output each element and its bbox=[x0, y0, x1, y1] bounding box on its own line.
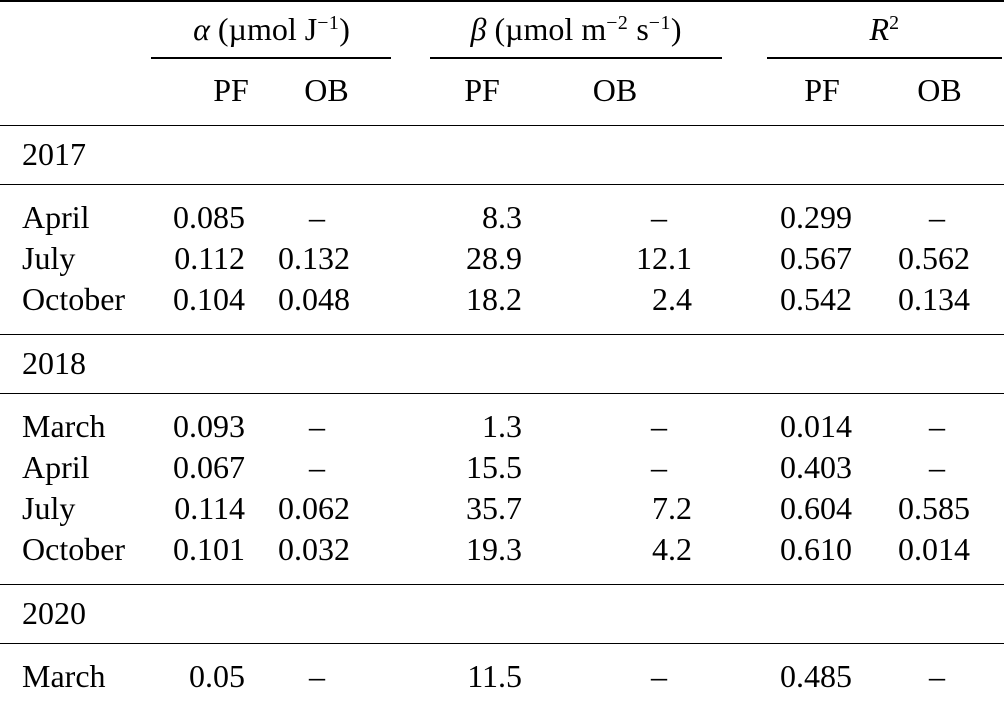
r2-ob-cell: 0.014 bbox=[898, 530, 971, 567]
beta-pf-cell: 15.5 bbox=[466, 448, 523, 485]
r2-pf-cell: 0.610 bbox=[780, 530, 853, 567]
sub-header-row: PF OB PF OB PF OB bbox=[0, 57, 1004, 126]
empty-corner-cell bbox=[0, 57, 140, 126]
r2-pf-cell: 0.485 bbox=[780, 657, 853, 694]
r2-pf-cell: 0.567 bbox=[780, 239, 853, 276]
beta-ob-cell: 12.1 bbox=[636, 239, 693, 276]
empty-corner-cell bbox=[0, 1, 140, 57]
alpha-ob-cell: 0.048 bbox=[278, 280, 351, 317]
table-row: April 0.067 – 15.5 – 0.403 – bbox=[0, 447, 1004, 488]
alpha-pf-cell: 0.085 bbox=[173, 198, 245, 235]
month-cell: April bbox=[22, 198, 90, 235]
alpha-pf-cell: 0.05 bbox=[189, 657, 245, 694]
month-cell: October bbox=[22, 280, 126, 317]
r2-pf-cell: 0.542 bbox=[780, 280, 853, 317]
r2-ob-cell: – bbox=[929, 448, 946, 485]
r2-pf-cell: 0.014 bbox=[780, 407, 853, 444]
alpha-ob-cell: 0.032 bbox=[278, 530, 351, 567]
alpha-pf-cell: 0.093 bbox=[173, 407, 245, 444]
table-row: October 0.101 0.032 19.3 4.2 0.610 0.014 bbox=[0, 529, 1004, 585]
alpha-ob-cell: – bbox=[309, 657, 326, 694]
alpha-pf-cell: 0.104 bbox=[173, 280, 245, 317]
year-label: 2020 bbox=[0, 584, 1004, 644]
r2-group-rule bbox=[767, 57, 1002, 59]
year-section: 2020 March 0.05 – 11.5 – 0.485 – bbox=[0, 584, 1004, 709]
table-row: March 0.05 – 11.5 – 0.485 – bbox=[0, 644, 1004, 709]
group-header-row: α (µmol J−1) β (µmol m−2 s−1) R2 bbox=[0, 1, 1004, 57]
r2-group-label: R2 bbox=[869, 10, 900, 47]
beta-pf-cell: 8.3 bbox=[482, 198, 523, 235]
r2-ob-header: OB bbox=[855, 57, 1004, 126]
table-row: July 0.112 0.132 28.9 12.1 0.567 0.562 bbox=[0, 238, 1004, 279]
r2-ob-cell: 0.562 bbox=[898, 239, 971, 276]
alpha-group-rule bbox=[151, 57, 391, 59]
beta-ob-cell: – bbox=[651, 657, 668, 694]
beta-pf-cell: 19.3 bbox=[466, 530, 523, 567]
r2-ob-cell: – bbox=[929, 407, 946, 444]
alpha-pf-cell: 0.101 bbox=[173, 530, 245, 567]
alpha-pf-cell: 0.067 bbox=[173, 448, 245, 485]
r2-ob-cell: 0.585 bbox=[898, 489, 971, 526]
year-section: 2017 April 0.085 – 8.3 – 0.299 – July 0.… bbox=[0, 125, 1004, 335]
beta-ob-cell: – bbox=[651, 448, 668, 485]
alpha-ob-cell: 0.062 bbox=[278, 489, 351, 526]
year-header-row: 2020 bbox=[0, 584, 1004, 644]
alpha-ob-header: OB bbox=[248, 57, 354, 126]
alpha-ob-cell: – bbox=[309, 448, 326, 485]
r2-ob-cell: – bbox=[929, 657, 946, 694]
alpha-group-label: α (µmol J−1) bbox=[193, 10, 350, 47]
year-header-row: 2018 bbox=[0, 334, 1004, 394]
alpha-group-header: α (µmol J−1) bbox=[140, 1, 353, 57]
table-header: α (µmol J−1) β (µmol m−2 s−1) R2 PF OB P… bbox=[0, 1, 1004, 126]
month-cell: March bbox=[22, 407, 106, 444]
beta-pf-cell: 18.2 bbox=[466, 280, 523, 317]
r2-ob-cell: 0.134 bbox=[898, 280, 971, 317]
alpha-pf-header: PF bbox=[140, 57, 249, 126]
month-cell: July bbox=[22, 239, 76, 276]
month-cell: July bbox=[22, 489, 76, 526]
year-header-row: 2017 bbox=[0, 125, 1004, 185]
alpha-ob-cell: – bbox=[309, 407, 326, 444]
beta-group-header: β (µmol m−2 s−1) bbox=[353, 1, 695, 57]
beta-group-label: β (µmol m−2 s−1) bbox=[470, 10, 682, 47]
alpha-pf-cell: 0.114 bbox=[174, 489, 245, 526]
beta-ob-header: OB bbox=[525, 57, 696, 126]
r2-pf-cell: 0.299 bbox=[780, 198, 853, 235]
beta-ob-cell: – bbox=[651, 198, 668, 235]
month-cell: April bbox=[22, 448, 90, 485]
beta-pf-cell: 28.9 bbox=[466, 239, 523, 276]
alpha-ob-cell: – bbox=[309, 198, 326, 235]
alpha-ob-cell: 0.132 bbox=[278, 239, 351, 276]
year-section: 2018 March 0.093 – 1.3 – 0.014 – April 0… bbox=[0, 334, 1004, 585]
table-row: October 0.104 0.048 18.2 2.4 0.542 0.134 bbox=[0, 279, 1004, 335]
r2-pf-header: PF bbox=[695, 57, 856, 126]
beta-group-rule bbox=[430, 57, 722, 59]
beta-pf-header: PF bbox=[353, 57, 526, 126]
beta-pf-cell: 35.7 bbox=[466, 489, 523, 526]
year-label: 2018 bbox=[0, 334, 1004, 394]
beta-pf-cell: 1.3 bbox=[482, 407, 523, 444]
year-label: 2017 bbox=[0, 125, 1004, 185]
r2-group-header: R2 bbox=[695, 1, 1004, 57]
beta-ob-cell: 7.2 bbox=[652, 489, 693, 526]
r2-ob-cell: – bbox=[929, 198, 946, 235]
table-row: April 0.085 – 8.3 – 0.299 – bbox=[0, 185, 1004, 239]
r2-pf-cell: 0.403 bbox=[780, 448, 853, 485]
beta-ob-cell: – bbox=[651, 407, 668, 444]
table-row: March 0.093 – 1.3 – 0.014 – bbox=[0, 394, 1004, 448]
r2-pf-cell: 0.604 bbox=[780, 489, 853, 526]
month-cell: March bbox=[22, 657, 106, 694]
beta-ob-cell: 4.2 bbox=[652, 530, 693, 567]
alpha-pf-cell: 0.112 bbox=[174, 239, 245, 276]
beta-pf-cell: 11.5 bbox=[467, 657, 523, 694]
month-cell: October bbox=[22, 530, 126, 567]
table-row: July 0.114 0.062 35.7 7.2 0.604 0.585 bbox=[0, 488, 1004, 529]
beta-ob-cell: 2.4 bbox=[652, 280, 693, 317]
